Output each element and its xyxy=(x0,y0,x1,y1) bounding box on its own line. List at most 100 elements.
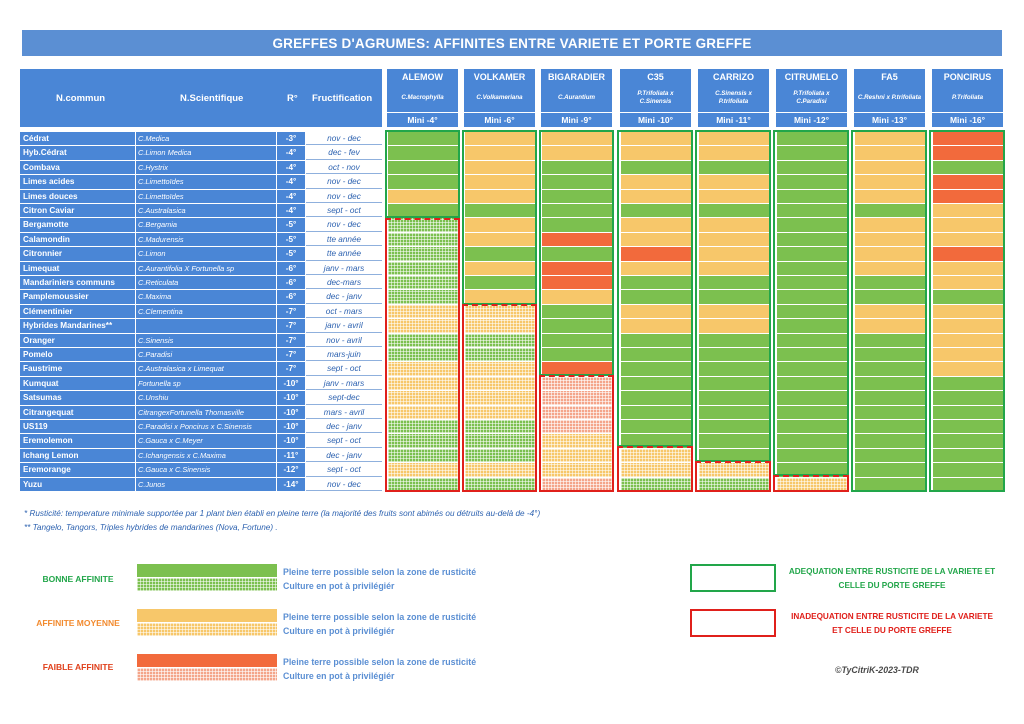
variety-common-name: Limes acides xyxy=(20,175,135,189)
affinity-cell xyxy=(933,463,1003,477)
table-header: N.commun N.Scientifique R° Fructificatio… xyxy=(20,69,382,127)
affinity-cell xyxy=(699,333,769,347)
table-row: Citronnier C.Limon -5° tte année xyxy=(20,247,382,261)
variety-rusticity: -10° xyxy=(277,376,305,391)
affinity-cell xyxy=(621,405,691,419)
affinity-cell xyxy=(465,261,535,275)
affinity-cell xyxy=(621,232,691,247)
affinity-cell xyxy=(777,189,847,203)
legend-pot-text: Culture en pot à privilégiér xyxy=(283,581,395,591)
affinity-cell xyxy=(388,276,458,290)
variety-fructification: dec - janv xyxy=(306,420,382,434)
variety-common-name: Pomelo xyxy=(20,348,135,362)
affinity-cell xyxy=(465,348,535,362)
affinity-cell xyxy=(465,160,535,175)
rootstock-header: PONCIRUS P.Trifoliata Mini -16° xyxy=(932,69,1003,127)
affinity-cell xyxy=(855,175,925,189)
affinity-cell xyxy=(388,477,458,491)
affinity-cell xyxy=(465,175,535,189)
variety-scientific-name: C.Unshiu xyxy=(136,391,276,405)
variety-scientific-name: C.Junos xyxy=(136,477,276,491)
table-row: Combava C.Hystrix -4° oct - nov xyxy=(20,160,382,175)
variety-common-name: Limes douces xyxy=(20,189,135,203)
affinity-cell xyxy=(465,247,535,261)
rootstock-name: BIGARADIER xyxy=(547,72,605,82)
inadequacy-box-citrumelo xyxy=(773,475,849,492)
variety-fructification: janv - mars xyxy=(306,376,382,391)
affinity-cell xyxy=(933,434,1003,448)
page-title: GREFFES D'AGRUMES: AFFINITES ENTRE VARIE… xyxy=(22,30,1002,56)
affinity-cell xyxy=(777,304,847,319)
variety-rusticity: -5° xyxy=(277,218,305,232)
adequacy-box-carrizo xyxy=(695,130,771,462)
variety-rusticity: -4° xyxy=(277,146,305,160)
legend-low-label: FAIBLE AFFINITE xyxy=(42,662,114,672)
table-row: Mandariniers communs C.Reticulata -6° dec-m… xyxy=(20,276,382,290)
header-scientific-name: N.Scientifique xyxy=(180,93,244,104)
affinity-cell xyxy=(933,448,1003,463)
adequacy-box-alemow xyxy=(385,130,460,218)
affinity-cell xyxy=(699,376,769,391)
variety-fructification: dec - janv xyxy=(306,290,382,304)
affinity-cell xyxy=(855,376,925,391)
rootstock-scientific: C.Macrophylla xyxy=(401,94,444,101)
variety-scientific-name xyxy=(136,319,276,333)
rootstock-scientific: P.Trifoliata xyxy=(951,94,984,101)
affinity-cell xyxy=(777,175,847,189)
rootstock-min-temp: Mini -9° xyxy=(541,112,612,125)
variety-rusticity: -11° xyxy=(277,448,305,463)
variety-fructification: mars - avril xyxy=(306,405,382,419)
inadequacy-box-c35 xyxy=(617,446,693,492)
affinity-cell xyxy=(777,376,847,391)
affinity-cell xyxy=(388,391,458,405)
table-row: Calamondin C.Madurensis -5° tte année xyxy=(20,232,382,247)
header-rusticity: R° xyxy=(287,93,298,104)
variety-scientific-name: C.Gauca x C.Sinensis xyxy=(136,463,276,477)
affinity-cell xyxy=(542,290,612,304)
affinity-cell xyxy=(699,434,769,448)
affinity-cell xyxy=(699,463,769,477)
variety-scientific-name: C.Hystrix xyxy=(136,160,276,175)
affinity-cell xyxy=(699,175,769,189)
affinity-cell xyxy=(855,304,925,319)
table-row: Limes douces C.Limettoïdes -4° nov - dec xyxy=(20,189,382,204)
affinity-cell xyxy=(621,477,691,491)
affinity-cell xyxy=(542,261,612,275)
table-row: Bergamotte C.Bergamia -5° nov - dec xyxy=(20,218,382,232)
affinity-cell xyxy=(621,348,691,362)
affinity-cell xyxy=(388,420,458,434)
affinity-cell xyxy=(388,448,458,463)
affinity-cell xyxy=(621,276,691,290)
affinity-cell xyxy=(388,218,458,232)
variety-common-name: US119 xyxy=(20,420,135,434)
rootstock-scientific: P.Trifoliata x C.Sinensis xyxy=(637,90,674,105)
affinity-cell xyxy=(388,362,458,376)
variety-common-name: Pamplemoussier xyxy=(20,290,135,304)
affinity-cell xyxy=(621,333,691,347)
rootstock-min-temp: Mini -12° xyxy=(776,112,847,125)
variety-rusticity: -7° xyxy=(277,348,305,362)
variety-common-name: Combava xyxy=(20,160,135,175)
rootstock-name: CITRUMELO xyxy=(784,72,839,82)
affinity-cell xyxy=(621,175,691,189)
inadequacy-box-bigaradier xyxy=(539,375,614,492)
affinity-cell xyxy=(465,146,535,160)
affinity-cell xyxy=(621,218,691,232)
affinity-cell xyxy=(621,247,691,261)
variety-common-name: Calamondin xyxy=(20,232,135,247)
affinity-cell xyxy=(777,218,847,232)
affinity-cell xyxy=(777,362,847,376)
affinity-cell xyxy=(621,189,691,203)
affinity-cell xyxy=(542,189,612,203)
affinity-cell xyxy=(933,405,1003,419)
affinity-cell xyxy=(465,391,535,405)
affinity-cell xyxy=(855,448,925,463)
affinity-cell xyxy=(933,261,1003,275)
affinity-cell xyxy=(542,362,612,376)
variety-common-name: Hybrides Mandarines** xyxy=(20,319,135,333)
affinity-cell xyxy=(699,247,769,261)
affinity-cell xyxy=(542,276,612,290)
affinity-cell xyxy=(465,477,535,491)
affinity-cell xyxy=(621,261,691,275)
legend-pot-text: Culture en pot à privilégiér xyxy=(283,626,395,636)
